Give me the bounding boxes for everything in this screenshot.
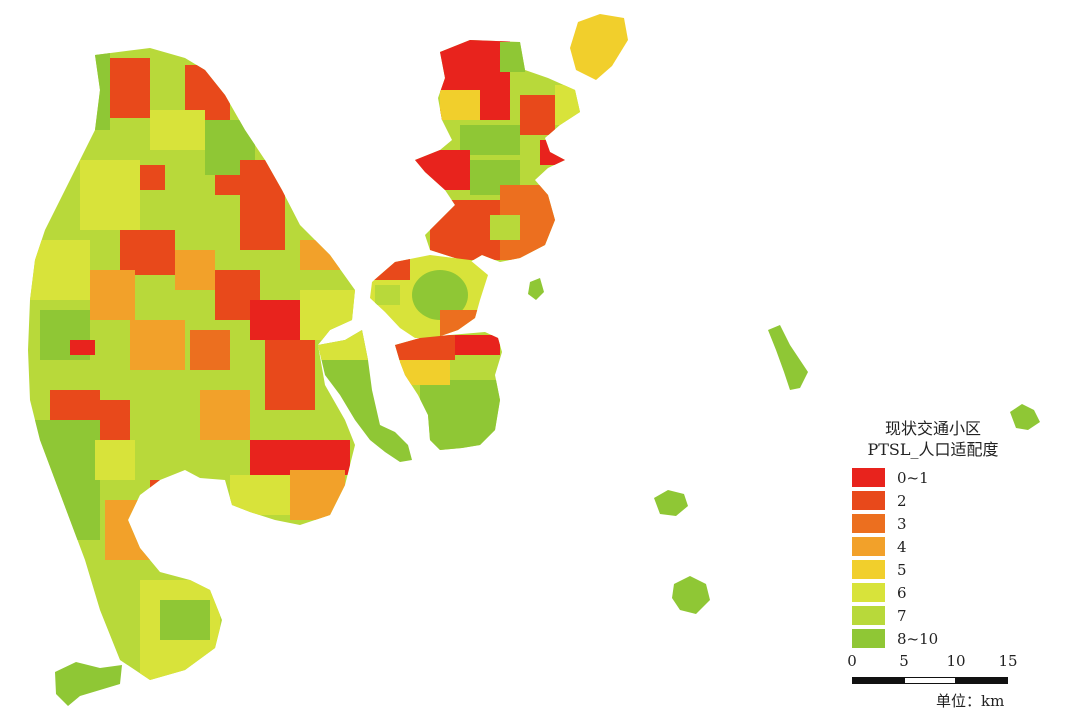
island-east-1 [768, 325, 808, 390]
legend-items: 0~1 2 3 4 5 6 7 8~10 [848, 466, 1018, 650]
legend-swatch [852, 468, 885, 487]
legend-label: 6 [897, 583, 907, 602]
scale-bar: 0 5 10 15 单位：km [847, 652, 1018, 712]
legend-item: 5 [848, 558, 1018, 581]
legend-swatch [852, 537, 885, 556]
island-east-2 [1010, 404, 1040, 430]
legend-item: 7 [848, 604, 1018, 627]
legend-item: 2 [848, 489, 1018, 512]
map-legend: 现状交通小区 PTSL_人口适配度 0~1 2 3 4 5 6 7 8~10 [848, 418, 1018, 650]
legend-label: 3 [897, 514, 907, 533]
island-east-small [528, 278, 544, 300]
scale-segment-1 [852, 677, 904, 684]
mainland-west-region [28, 48, 355, 680]
legend-label: 5 [897, 560, 907, 579]
legend-label: 7 [897, 606, 907, 625]
scale-segment-3 [956, 677, 1008, 684]
island-east-4 [672, 576, 710, 614]
legend-label: 0~1 [897, 468, 929, 487]
legend-item: 0~1 [848, 466, 1018, 489]
legend-swatch [852, 514, 885, 533]
south-island-region [395, 332, 502, 450]
legend-swatch [852, 560, 885, 579]
scale-segment-2 [904, 677, 956, 684]
central-ring-region [370, 255, 488, 338]
scale-tick-10: 10 [946, 652, 966, 670]
scale-tick-5: 5 [899, 652, 909, 670]
legend-swatch [852, 606, 885, 625]
scale-unit-label: 单位：km [936, 692, 1005, 710]
island-east-3 [654, 490, 688, 516]
legend-title-line2: PTSL_人口适配度 [867, 440, 999, 459]
legend-swatch [852, 583, 885, 602]
legend-label: 4 [897, 537, 907, 556]
north-district-region [415, 40, 580, 262]
legend-item: 4 [848, 535, 1018, 558]
legend-item: 3 [848, 512, 1018, 535]
island-southwest [55, 662, 122, 706]
legend-title-line1: 现状交通小区 [884, 419, 981, 438]
scale-tick-0: 0 [847, 652, 857, 670]
legend-swatch [852, 629, 885, 648]
legend-label: 2 [897, 491, 907, 510]
legend-item: 6 [848, 581, 1018, 604]
legend-swatch [852, 491, 885, 510]
island-northeast [570, 14, 628, 80]
legend-item: 8~10 [848, 627, 1018, 650]
scale-tick-15: 15 [998, 652, 1018, 670]
legend-label: 8~10 [897, 629, 939, 648]
